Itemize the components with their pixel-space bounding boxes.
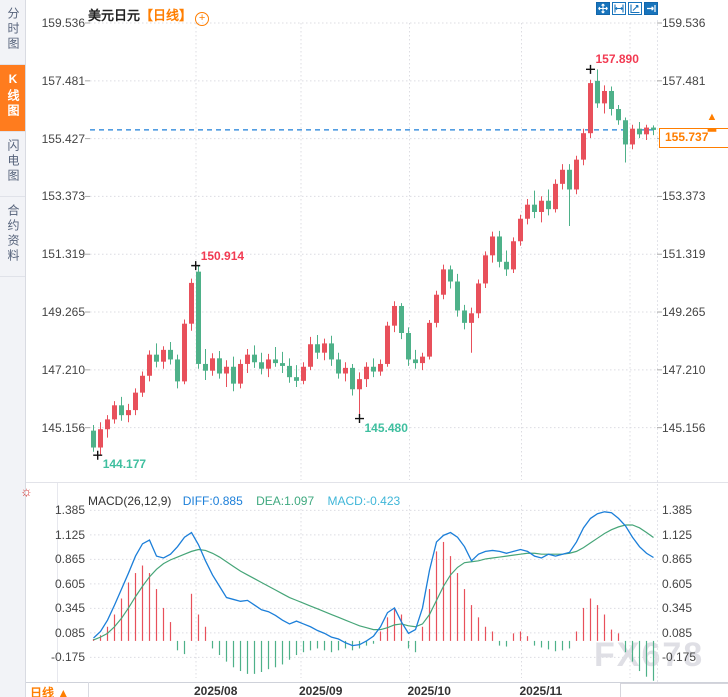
watermark: FX678 — [594, 636, 705, 674]
price-axis-label-right: 147.210 — [662, 362, 706, 377]
price-axis-label-right: 153.373 — [662, 189, 706, 204]
pan-icon[interactable] — [596, 2, 610, 15]
price-axis-label-left: 147.210 — [41, 362, 85, 377]
price-axis-label-left: 151.319 — [41, 247, 85, 262]
price-axis-label-right: 149.265 — [662, 305, 706, 320]
macd-axis-label-right: 1.125 — [662, 527, 693, 542]
macd-axis-label-right: 1.385 — [662, 503, 693, 518]
macd-settings-icon[interactable]: ☼ — [20, 483, 33, 499]
go-latest-icon[interactable] — [644, 2, 658, 15]
time-axis-label: 2025/08 — [194, 684, 238, 697]
sidebar-tab-kline[interactable]: K线图 — [0, 65, 25, 132]
chart-title: 美元日元【日线】 + — [88, 5, 210, 26]
macd-axis-label-left: -0.175 — [50, 650, 85, 665]
sidebar-tab-label: 合约资料 — [6, 204, 20, 264]
macd-axis-label-right: 0.085 — [662, 625, 693, 640]
scale-x-icon[interactable] — [612, 2, 626, 15]
macd-dea-value: DEA:1.097 — [256, 494, 315, 508]
macd-axis-label-left: 1.125 — [54, 527, 85, 542]
period-selector[interactable]: 日线 ▲ — [30, 684, 69, 697]
bottom-cell-separator — [88, 682, 89, 697]
price-axis-label-left: 155.427 — [41, 131, 85, 146]
price-axis-label-right: 151.319 — [662, 247, 706, 262]
symbol-name: 美元日元 — [88, 8, 141, 23]
sidebar-tab-lightning[interactable]: 闪电图 — [0, 132, 25, 197]
sidebar-tab-label: K线图 — [6, 72, 20, 119]
price-axis-label-right: 145.156 — [662, 420, 706, 435]
price-axis-label-left: 149.265 — [41, 305, 85, 320]
macd-axis-label-left: 0.605 — [54, 576, 85, 591]
sidebar-tab-label: 闪电图 — [6, 139, 20, 184]
sidebar-tab-contract-info[interactable]: 合约资料 — [0, 197, 25, 277]
bottom-right-box — [620, 683, 728, 697]
macd-axis-label-right: 0.605 — [662, 576, 693, 591]
macd-axis-label-right: 0.345 — [662, 601, 693, 616]
macd-axis-label-left: 0.345 — [54, 601, 85, 616]
left-sidebar: 分时图 K线图 闪电图 合约资料 — [0, 0, 26, 697]
period-selector-arrow-icon: ▲ — [57, 686, 70, 697]
sidebar-tab-label: 分时图 — [6, 7, 20, 52]
macd-axis-label-left: 0.085 — [54, 625, 85, 640]
current-price-tag: 155.737 — [659, 127, 728, 148]
price-annotation: 157.890 — [595, 52, 639, 67]
macd-axis-label-right: 0.865 — [662, 552, 693, 567]
price-axis-label-left: 145.156 — [41, 420, 85, 435]
sidebar-tab-timeshare[interactable]: 分时图 — [0, 0, 25, 65]
time-axis-bar — [25, 682, 728, 697]
macd-diff-value: DIFF:0.885 — [182, 494, 243, 508]
time-axis-label: 2025/09 — [299, 684, 343, 697]
add-indicator-icon[interactable]: + — [195, 12, 210, 26]
price-axis-label-right: 159.536 — [662, 16, 706, 30]
price-axis-label-left: 159.536 — [41, 16, 85, 30]
macd-axis-label-left: 0.865 — [54, 552, 85, 567]
price-axis-label-left: 153.373 — [41, 189, 85, 204]
period-tag: 【日线】 — [140, 8, 193, 23]
macd-axis-label-right: -0.175 — [662, 650, 697, 665]
macd-macd-value: MACD:-0.423 — [327, 494, 401, 508]
price-annotation: 144.177 — [102, 457, 147, 472]
time-axis-label: 2025/10 — [407, 684, 451, 697]
price-axis-label-left: 157.481 — [41, 73, 85, 88]
price-annotation: 145.480 — [364, 420, 408, 435]
price-up-arrow-icon: ▲ ▂ — [706, 110, 718, 132]
period-selector-label: 日线 — [30, 686, 55, 697]
time-axis-label: 2025/11 — [519, 684, 563, 697]
macd-name: MACD(26,12,9) — [88, 494, 172, 508]
price-axis-label-right: 157.481 — [662, 73, 706, 88]
scale-y-icon[interactable] — [628, 2, 642, 15]
macd-header: MACD(26,12,9) DIFF:0.885 DEA:1.097 MACD:… — [88, 494, 400, 508]
macd-axis-label-left: 1.385 — [54, 503, 85, 518]
price-annotation: 150.914 — [200, 248, 245, 263]
chart-toolbar — [596, 2, 658, 15]
